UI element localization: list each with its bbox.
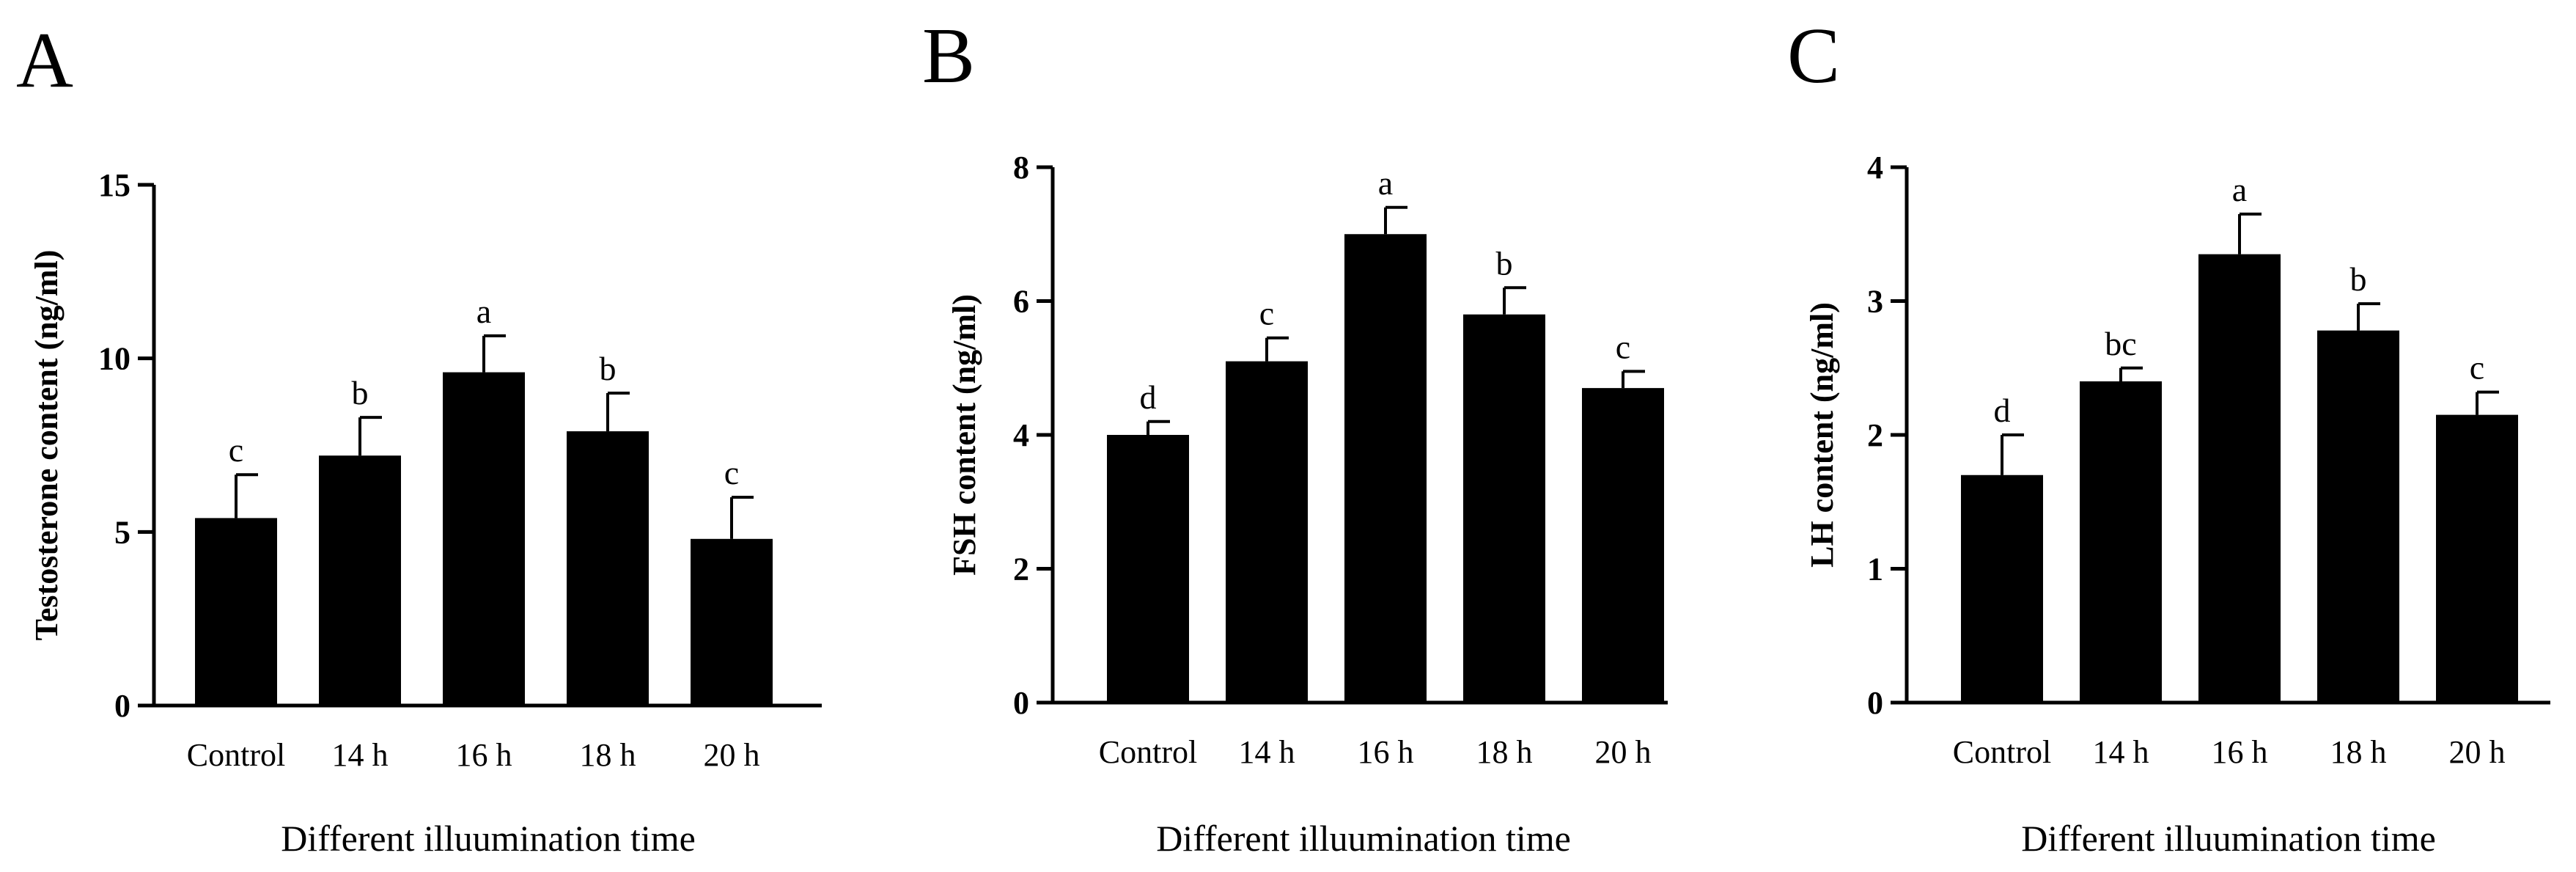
x-axis-title: Different illuumination time — [281, 818, 696, 859]
panel-c: C 0 1 2 3 4 d Control bc 14 h a 16 h b 18 h c 20 h LH co… — [1787, 12, 2550, 859]
x-axis-title: Different illuumination time — [2021, 818, 2436, 859]
panel-letter: B — [922, 12, 975, 100]
significance-letter: a — [476, 293, 491, 330]
x-tick-label: 18 h — [1476, 734, 1533, 770]
x-tick-label: 14 h — [1239, 734, 1295, 770]
y-axis-title: LH content (ng/ml) — [1804, 302, 1840, 568]
x-tick-label: 14 h — [2093, 734, 2149, 770]
significance-letter: c — [1616, 328, 1630, 365]
y-tick-label: 6 — [1013, 284, 1029, 320]
y-tick-label: 0 — [114, 688, 130, 724]
significance-letter: b — [1496, 244, 1513, 282]
x-tick-label: 16 h — [2212, 734, 2268, 770]
significance-letter: b — [2350, 260, 2367, 298]
x-tick-label: 20 h — [1595, 734, 1652, 770]
y-axis-title: Testosterone content (ng/ml) — [29, 250, 65, 641]
bar — [443, 372, 525, 706]
bar — [2436, 414, 2518, 703]
bar — [1344, 234, 1427, 703]
bar — [319, 455, 401, 706]
y-tick-label: 10 — [98, 341, 130, 377]
y-tick-label: 15 — [98, 167, 130, 203]
bar — [691, 538, 773, 706]
x-tick-label: 16 h — [1358, 734, 1414, 770]
bar — [1582, 388, 1664, 703]
y-axis-title: FSH content (ng/ml) — [946, 294, 982, 576]
y-tick-label: 8 — [1013, 150, 1029, 186]
bar — [567, 431, 649, 706]
bar — [1107, 435, 1189, 703]
panel-letter: A — [16, 17, 73, 104]
x-tick-label: Control — [1099, 734, 1197, 770]
panel-b: B 0 2 4 6 8 d Control c 14 h a 16 h b 18 h c 20 h FSH co… — [922, 12, 1668, 859]
significance-letter: b — [352, 374, 369, 411]
bar — [2198, 254, 2281, 703]
panel-a: A 0 5 10 15 c Control b 14 h a 16 h b 18 h c 20 h Testo… — [16, 17, 822, 859]
significance-letter: b — [600, 350, 617, 387]
x-tick-label: 18 h — [2330, 734, 2387, 770]
x-tick-label: Control — [1953, 734, 2051, 770]
significance-letter: d — [1994, 392, 2011, 429]
significance-letter: c — [2470, 349, 2484, 386]
bar — [2317, 330, 2399, 703]
significance-letter: d — [1140, 378, 1157, 416]
x-tick-label: 14 h — [332, 737, 389, 773]
bar — [1463, 314, 1545, 703]
x-tick-label: 20 h — [704, 737, 760, 773]
x-tick-label: 20 h — [2449, 734, 2506, 770]
y-tick-label: 5 — [114, 514, 130, 550]
significance-letter: a — [2232, 171, 2247, 208]
y-tick-label: 1 — [1867, 552, 1883, 587]
x-tick-label: 16 h — [456, 737, 512, 773]
x-tick-label: 18 h — [580, 737, 636, 773]
bar — [2080, 381, 2162, 703]
y-tick-label: 3 — [1867, 284, 1883, 320]
significance-letter: a — [1378, 164, 1393, 202]
y-tick-label: 0 — [1013, 685, 1029, 721]
significance-letter: bc — [2105, 325, 2136, 362]
y-tick-label: 2 — [1013, 552, 1029, 587]
bar — [1961, 475, 2043, 703]
significance-letter: c — [1259, 295, 1274, 332]
significance-letter: c — [229, 431, 243, 469]
y-tick-label: 0 — [1867, 685, 1883, 721]
significance-letter: c — [724, 454, 739, 491]
x-tick-label: Control — [187, 737, 285, 773]
y-tick-label: 4 — [1867, 150, 1883, 186]
bar — [1226, 361, 1308, 703]
panel-letter: C — [1787, 12, 1840, 100]
y-tick-label: 4 — [1013, 417, 1029, 453]
x-axis-title: Different illuumination time — [1156, 818, 1571, 859]
y-tick-label: 2 — [1867, 417, 1883, 453]
bar — [195, 518, 277, 706]
